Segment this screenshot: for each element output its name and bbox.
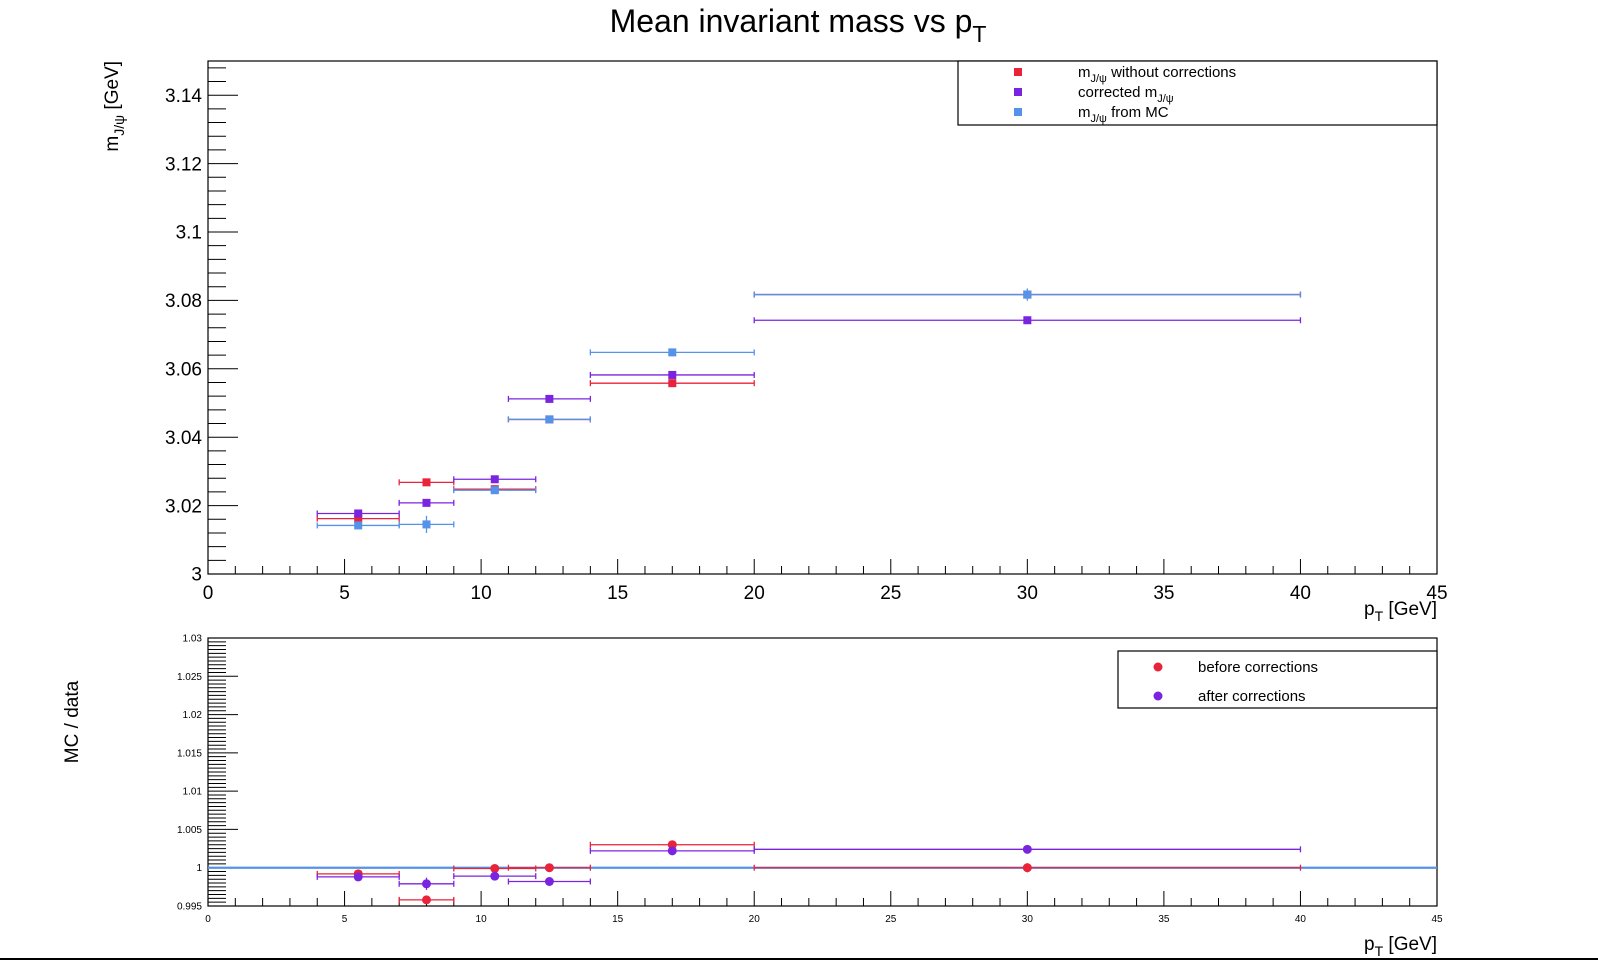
data-point bbox=[422, 498, 431, 507]
series-1 bbox=[316, 316, 1302, 518]
x-axis-label: pT [GeV] bbox=[1364, 599, 1437, 624]
chart-root: Mean invariant mass vs pT 3 3.02 3.04 3.06 3.… bbox=[0, 3, 1598, 960]
y-axis-label: MC / data bbox=[62, 680, 83, 763]
data-point bbox=[668, 370, 677, 379]
y-tick-label: 1.02 bbox=[183, 710, 203, 721]
data-point bbox=[422, 520, 431, 529]
x-tick-label: 30 bbox=[1022, 914, 1034, 925]
x-tick-label: 20 bbox=[749, 914, 761, 925]
x-tick-label: 45 bbox=[1426, 583, 1447, 604]
x-tick-label: 35 bbox=[1158, 914, 1170, 925]
data-point bbox=[545, 415, 554, 424]
data-point bbox=[544, 863, 554, 873]
y-tick-label: 1.005 bbox=[177, 825, 202, 836]
x-tick-label: 0 bbox=[205, 914, 211, 925]
data-point bbox=[1023, 290, 1032, 299]
x-tick-label: 10 bbox=[471, 583, 492, 604]
y-tick-label: 3.08 bbox=[165, 291, 202, 312]
x-tick-label: 0 bbox=[203, 583, 214, 604]
x-tick-label: 20 bbox=[744, 583, 765, 604]
x-tick-label: 5 bbox=[339, 583, 350, 604]
y-tick-label: 0.995 bbox=[177, 902, 202, 913]
y-tick-label: 3.04 bbox=[165, 428, 202, 449]
data-point bbox=[490, 871, 500, 881]
legend-marker bbox=[1153, 662, 1163, 672]
x-tick-label: 35 bbox=[1153, 583, 1174, 604]
y-tick-label: 1.025 bbox=[177, 672, 202, 683]
x-tick-label: 10 bbox=[476, 914, 488, 925]
data-point bbox=[422, 478, 431, 487]
legend: before corrections after corrections bbox=[1117, 650, 1438, 709]
data-point bbox=[1022, 844, 1032, 854]
legend-label: before corrections bbox=[1198, 659, 1318, 676]
y-tick-label: 1.01 bbox=[183, 787, 203, 798]
y-axis-label: mJ/ψ [GeV] bbox=[102, 61, 127, 152]
y-tick-label: 1 bbox=[196, 863, 202, 874]
x-tick-label: 40 bbox=[1290, 583, 1311, 604]
legend-marker bbox=[1014, 68, 1022, 76]
legend-label: mJ/ψ from MC bbox=[1078, 104, 1169, 125]
x-tick-label: 5 bbox=[342, 914, 348, 925]
y-tick-label: 3.02 bbox=[165, 496, 202, 517]
data-point bbox=[1023, 316, 1032, 325]
data-point bbox=[544, 876, 554, 886]
x-axis-label: pT [GeV] bbox=[1364, 934, 1437, 959]
x-tick-label: 40 bbox=[1295, 914, 1307, 925]
legend-marker bbox=[1014, 88, 1022, 96]
data-point bbox=[354, 509, 363, 518]
data-point bbox=[421, 895, 431, 905]
chart-title: Mean invariant mass vs pT bbox=[610, 3, 987, 47]
series-0 bbox=[316, 840, 1302, 905]
data-point bbox=[421, 879, 431, 889]
plot-frame bbox=[207, 60, 1438, 575]
legend-box bbox=[957, 60, 1438, 126]
data-point bbox=[545, 394, 554, 403]
data-point bbox=[354, 521, 363, 530]
data-point bbox=[668, 379, 677, 388]
data-point bbox=[490, 486, 499, 495]
legend-label: corrected mJ/ψ bbox=[1078, 84, 1174, 105]
legend-box bbox=[1117, 650, 1438, 709]
x-tick-label: 15 bbox=[607, 583, 628, 604]
panel-bottom: 0.995 1 1.005 1.01 1.015 1.02 1.025 1.03 0 5 10 15 2… bbox=[62, 634, 1443, 960]
legend-label: mJ/ψ without corrections bbox=[1078, 64, 1236, 85]
x-tick-label: 25 bbox=[885, 914, 897, 925]
x-tick-label: 25 bbox=[880, 583, 901, 604]
y-tick-label: 3.14 bbox=[165, 86, 202, 107]
series-1 bbox=[316, 844, 1302, 890]
data-point bbox=[1022, 863, 1032, 873]
data-point bbox=[667, 846, 677, 856]
data-point bbox=[490, 475, 499, 484]
y-tick-label: 1.03 bbox=[183, 634, 203, 645]
data-point bbox=[353, 872, 363, 882]
legend-label: after corrections bbox=[1198, 688, 1306, 705]
y-tick-label: 1.015 bbox=[177, 748, 202, 759]
y-tick-label: 3.06 bbox=[165, 359, 202, 380]
y-tick-label: 3.1 bbox=[176, 223, 202, 244]
y-tick-label: 3 bbox=[191, 565, 202, 586]
y-tick-label: 3.12 bbox=[165, 154, 202, 175]
data-point bbox=[490, 863, 500, 873]
legend-marker bbox=[1014, 108, 1022, 116]
x-tick-label: 15 bbox=[612, 914, 624, 925]
panel-top: 3 3.02 3.04 3.06 3.08 3.1 3.12 3.14 0 5 10 15 20 25 30… bbox=[102, 60, 1448, 624]
legend-marker bbox=[1153, 691, 1163, 701]
data-point bbox=[668, 348, 677, 357]
data-point bbox=[354, 514, 363, 523]
x-tick-label: 30 bbox=[1017, 583, 1038, 604]
series-2 bbox=[316, 288, 1302, 533]
x-tick-label: 45 bbox=[1431, 914, 1443, 925]
